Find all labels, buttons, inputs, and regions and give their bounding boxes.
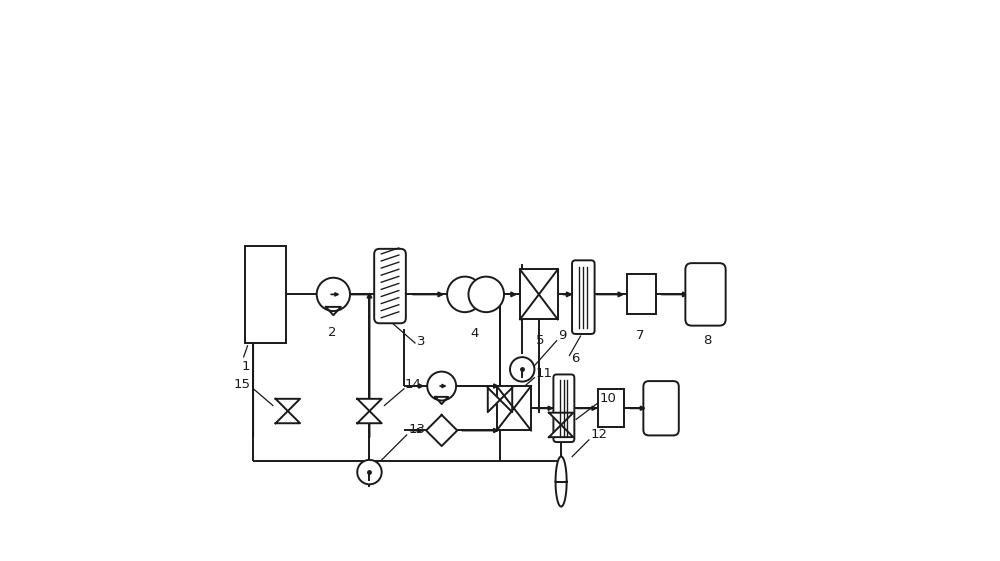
Polygon shape xyxy=(556,481,567,507)
Text: 1: 1 xyxy=(242,360,250,373)
Polygon shape xyxy=(549,413,573,425)
Text: 7: 7 xyxy=(636,329,645,342)
Bar xyxy=(245,246,286,343)
Bar xyxy=(627,274,656,314)
FancyBboxPatch shape xyxy=(553,374,574,442)
Text: 15: 15 xyxy=(234,378,251,390)
Text: 14: 14 xyxy=(405,378,422,390)
Text: 6: 6 xyxy=(571,352,579,365)
Circle shape xyxy=(468,277,504,312)
Text: 4: 4 xyxy=(470,327,478,340)
Polygon shape xyxy=(556,457,567,481)
Text: 8: 8 xyxy=(703,334,711,347)
Circle shape xyxy=(357,460,382,484)
Polygon shape xyxy=(426,415,457,446)
Polygon shape xyxy=(276,411,300,423)
Polygon shape xyxy=(357,399,382,411)
Text: 3: 3 xyxy=(417,335,425,348)
Text: 10: 10 xyxy=(600,392,617,404)
FancyBboxPatch shape xyxy=(374,249,406,323)
Circle shape xyxy=(447,277,483,312)
Text: 11: 11 xyxy=(536,366,553,380)
Bar xyxy=(598,389,624,427)
Polygon shape xyxy=(488,388,500,412)
FancyBboxPatch shape xyxy=(572,260,595,334)
Polygon shape xyxy=(276,399,300,411)
Polygon shape xyxy=(357,411,382,423)
Bar xyxy=(497,386,531,430)
Circle shape xyxy=(427,371,456,401)
Circle shape xyxy=(510,357,534,381)
Text: 13: 13 xyxy=(408,423,425,436)
Text: 9: 9 xyxy=(558,329,566,342)
Text: 5: 5 xyxy=(536,334,545,347)
Circle shape xyxy=(317,278,350,311)
Text: 2: 2 xyxy=(328,326,336,339)
Polygon shape xyxy=(500,388,512,412)
Bar xyxy=(520,269,558,319)
Polygon shape xyxy=(549,425,573,437)
FancyBboxPatch shape xyxy=(643,381,679,435)
FancyBboxPatch shape xyxy=(685,263,726,325)
Text: 12: 12 xyxy=(591,428,608,442)
